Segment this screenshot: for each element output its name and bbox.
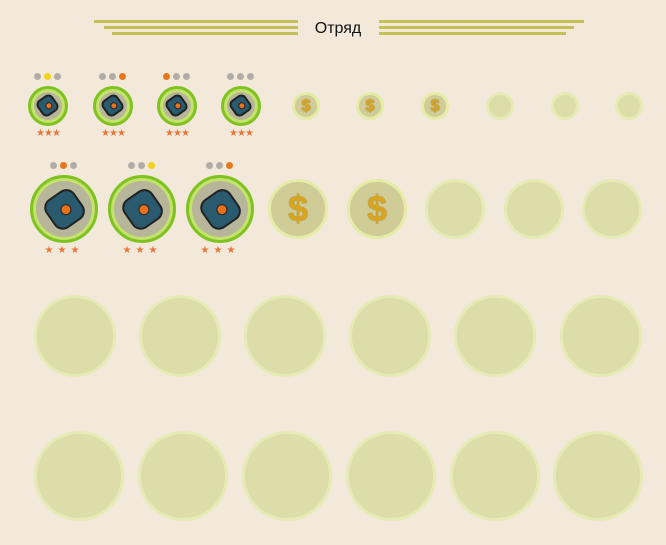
header-decor-line <box>379 20 584 23</box>
upgrade-dot <box>70 162 77 169</box>
upgrade-dot <box>173 73 180 80</box>
empty-slot[interactable] <box>454 295 536 377</box>
empty-slot[interactable] <box>244 295 326 377</box>
upgrade-dot <box>119 73 126 80</box>
header-decor-line <box>94 20 298 23</box>
turret-icon <box>213 201 230 218</box>
upgrade-dot <box>138 162 145 169</box>
dollar-icon: $ <box>287 188 309 229</box>
buy-slot-button[interactable]: $ <box>421 92 449 120</box>
upgrade-dot <box>227 73 234 80</box>
rank-stars: ★★★ <box>229 128 254 139</box>
upgrade-dot <box>216 162 223 169</box>
rank-stars: ★★★ <box>122 245 162 256</box>
upgrade-dot <box>60 162 67 169</box>
turret-icon <box>44 101 54 111</box>
unit-slot[interactable] <box>93 86 133 126</box>
upgrade-dots <box>128 162 155 169</box>
empty-slot[interactable] <box>242 431 332 521</box>
dollar-icon: $ <box>301 96 311 115</box>
upgrade-dot <box>50 162 57 169</box>
rank-stars: ★★★ <box>165 128 190 139</box>
turret-unit-icon <box>163 92 191 120</box>
empty-slot[interactable] <box>34 295 116 377</box>
empty-slot[interactable] <box>582 179 642 239</box>
turret-unit-icon <box>227 92 255 120</box>
unit-slot[interactable] <box>28 86 68 126</box>
upgrade-dots <box>227 73 254 80</box>
upgrade-dot <box>109 73 116 80</box>
dollar-icon: $ <box>365 96 375 115</box>
turret-icon <box>57 201 74 218</box>
empty-slot[interactable] <box>34 431 124 521</box>
upgrade-dot <box>206 162 213 169</box>
upgrade-dots <box>50 162 77 169</box>
upgrade-dot <box>226 162 233 169</box>
turret-unit-icon <box>99 92 127 120</box>
header-decor-line <box>379 32 566 35</box>
empty-slot[interactable] <box>349 295 431 377</box>
tank-unit-icon <box>39 184 89 234</box>
empty-slot[interactable] <box>139 295 221 377</box>
turret-icon <box>173 101 183 111</box>
upgrade-dot <box>163 73 170 80</box>
header-decor-line <box>104 26 298 29</box>
upgrade-dot <box>183 73 190 80</box>
upgrade-dot <box>148 162 155 169</box>
header-decor-line <box>112 32 298 35</box>
empty-slot[interactable] <box>138 431 228 521</box>
buy-slot-button[interactable]: $ <box>268 179 328 239</box>
upgrade-dots <box>163 73 190 80</box>
unit-slot[interactable] <box>221 86 261 126</box>
unit-slot[interactable] <box>30 175 98 243</box>
tank-unit-icon <box>117 184 167 234</box>
empty-slot[interactable] <box>551 92 579 120</box>
rank-stars: ★★★ <box>200 245 240 256</box>
buy-slot-button[interactable]: $ <box>292 92 320 120</box>
empty-slot[interactable] <box>504 179 564 239</box>
page-title: Отряд <box>314 20 362 37</box>
upgrade-dot <box>128 162 135 169</box>
turret-icon <box>237 101 247 111</box>
upgrade-dots <box>206 162 233 169</box>
dollar-icon: $ <box>430 96 440 115</box>
upgrade-dot <box>54 73 61 80</box>
turret-unit-icon <box>34 92 62 120</box>
upgrade-dot <box>247 73 254 80</box>
buy-slot-button[interactable]: $ <box>356 92 384 120</box>
upgrade-dot <box>237 73 244 80</box>
turret-icon <box>109 101 119 111</box>
rank-stars: ★★★ <box>44 245 84 256</box>
header-decor-line <box>379 26 574 29</box>
unit-slot[interactable] <box>157 86 197 126</box>
unit-slot[interactable] <box>186 175 254 243</box>
buy-slot-button[interactable]: $ <box>347 179 407 239</box>
empty-slot[interactable] <box>346 431 436 521</box>
empty-slot[interactable] <box>450 431 540 521</box>
section-header <box>0 18 666 42</box>
rank-stars: ★★★ <box>101 128 126 139</box>
empty-slot[interactable] <box>553 431 643 521</box>
empty-slot[interactable] <box>425 179 485 239</box>
upgrade-dot <box>99 73 106 80</box>
rank-stars: ★★★ <box>36 128 61 139</box>
empty-slot[interactable] <box>486 92 514 120</box>
upgrade-dot <box>44 73 51 80</box>
empty-slot[interactable] <box>560 295 642 377</box>
upgrade-dots <box>99 73 126 80</box>
empty-slot[interactable] <box>615 92 643 120</box>
upgrade-dot <box>34 73 41 80</box>
tank-unit-icon <box>195 184 245 234</box>
upgrade-dots <box>34 73 61 80</box>
dollar-icon: $ <box>366 188 388 229</box>
turret-icon <box>135 201 152 218</box>
unit-slot[interactable] <box>108 175 176 243</box>
